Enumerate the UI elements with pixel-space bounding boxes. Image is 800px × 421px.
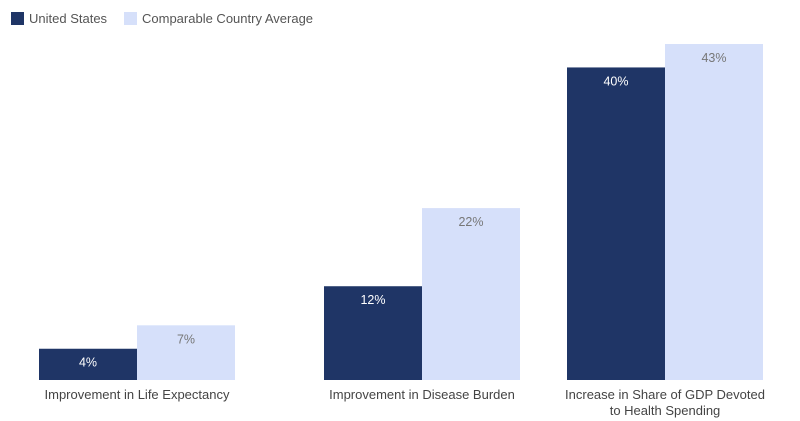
legend-label-1: Comparable Country Average xyxy=(142,11,313,26)
value-label-s0-c0: 4% xyxy=(79,356,97,370)
category-label-0-line-0: Improvement in Life Expectancy xyxy=(45,387,230,402)
bar-s1-c2 xyxy=(665,44,763,380)
value-label-s0-c2: 40% xyxy=(603,74,628,88)
bars xyxy=(39,44,763,380)
legend-swatch-0 xyxy=(11,12,24,25)
bar-s0-c0 xyxy=(39,348,137,380)
value-label-s0-c1: 12% xyxy=(360,293,385,307)
legend-swatch-1 xyxy=(124,12,137,25)
bar-s0-c1 xyxy=(324,286,422,380)
value-label-s1-c2: 43% xyxy=(701,51,726,65)
bar-s1-c1 xyxy=(422,208,520,380)
value-label-s1-c1: 22% xyxy=(458,215,483,229)
bar-s0-c2 xyxy=(567,67,665,380)
bar-s1-c0 xyxy=(137,325,235,380)
category-label-2-line-1: to Health Spending xyxy=(610,403,721,418)
legend: United States Comparable Country Average xyxy=(11,11,313,26)
category-labels: Improvement in Life Expectancy Improvemen… xyxy=(45,387,765,418)
value-labels: 4% 12% 40% 7% 22% 43% xyxy=(79,51,727,370)
category-label-1-line-0: Improvement in Disease Burden xyxy=(329,387,515,402)
legend-label-0: United States xyxy=(29,11,108,26)
category-label-2-line-0: Increase in Share of GDP Devoted xyxy=(565,387,765,402)
value-label-s1-c0: 7% xyxy=(177,332,195,346)
